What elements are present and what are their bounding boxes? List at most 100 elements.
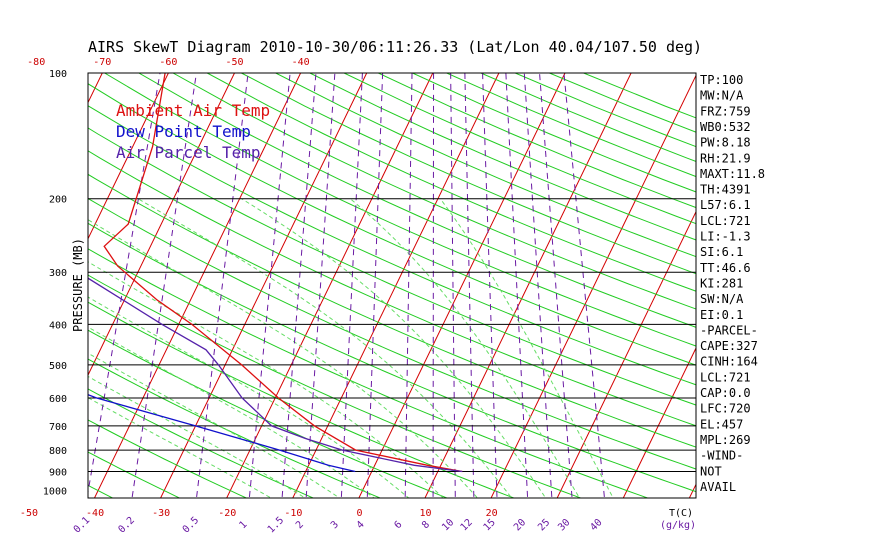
mixing-ratio-line: [523, 73, 553, 498]
stat-item: LI:-1.3: [700, 230, 751, 244]
stat-item: MPL:269: [700, 433, 751, 447]
stat-item: LCL:721: [700, 214, 751, 228]
legend-entry: Dew Point Temp: [116, 122, 251, 141]
moist-adiabat-line: [88, 375, 307, 498]
mixing-ratio-line: [305, 73, 336, 498]
mixing-ratio-tick-label: 1: [237, 519, 249, 531]
bottom-temp-tick-label: -50: [20, 508, 38, 519]
stat-item: CINH:164: [700, 355, 758, 369]
top-temp-tick-label: -60: [159, 57, 177, 68]
moist-adiabat-line: [439, 198, 614, 498]
legend-entry: Air Parcel Temp: [116, 143, 261, 162]
mixing-ratio-line: [366, 73, 384, 498]
bottom-temp-tick-label: -40: [86, 508, 104, 519]
stat-item: TT:46.6: [700, 261, 751, 275]
pressure-tick-label: 300: [49, 268, 67, 279]
mixing-ratio-tick-label: 30: [556, 517, 572, 533]
stat-item: -WIND-: [700, 449, 743, 463]
mixing-ratio-tick-label: 10: [440, 517, 456, 533]
pressure-tick-label: 900: [49, 467, 67, 478]
pressure-tick-label: 800: [49, 446, 67, 457]
bottom-temp-tick-label: 10: [420, 508, 432, 519]
top-temp-tick-label: -50: [225, 57, 243, 68]
ambient-temp-line: [103, 73, 463, 473]
stat-item: CAP:0.0: [700, 386, 751, 400]
mixing-ratio-tick-label: 15: [482, 517, 498, 533]
dry-adiabat-line: [241, 73, 696, 275]
pressure-tick-label: 400: [49, 320, 67, 331]
isotherm-line: [751, 73, 870, 508]
isotherm-line: [88, 73, 235, 377]
stat-item: TH:4391: [700, 183, 751, 197]
mixing-ratio-line: [88, 73, 161, 495]
stat-item: MAXT:11.8: [700, 167, 765, 181]
isotherm-line: [88, 73, 169, 240]
mixing-ratio-tick-label: 3: [329, 519, 341, 531]
moist-adiabat-line: [349, 198, 581, 498]
bottom-temp-tick-label: 20: [486, 508, 498, 519]
stat-item: FRZ:759: [700, 104, 751, 118]
mixing-ratio-line: [281, 73, 317, 498]
mixing-ratio-tick-label: 4: [355, 519, 367, 531]
stat-item: -PARCEL-: [700, 323, 758, 337]
dry-adiabat-line: [172, 73, 696, 310]
plot-frame: [87, 72, 697, 499]
isotherm-line: [226, 73, 434, 498]
stat-item: LFC:720: [700, 402, 751, 416]
mixing-ratio-unit-label: (g/kg): [660, 520, 696, 531]
mixing-ratio-tick-label: 8: [420, 519, 432, 531]
isotherm-line: [556, 210, 696, 498]
stat-item: TP:100: [700, 73, 743, 87]
stat-item: CAPE:327: [700, 339, 758, 353]
pressure-tick-label: 700: [49, 422, 67, 433]
mixing-ratio-tick-label: 20: [512, 517, 528, 533]
mixing-ratio-line: [131, 73, 197, 498]
stat-item: RH:21.9: [700, 151, 751, 165]
stat-item: EI:0.1: [700, 308, 743, 322]
stat-item: SW:N/A: [700, 292, 744, 306]
moist-adiabat-line: [88, 352, 341, 498]
stat-item: WB0:532: [700, 120, 751, 134]
pressure-tick-label: 1000: [43, 487, 67, 498]
dry-adiabat-line: [275, 73, 696, 258]
mixing-ratio-line: [195, 73, 249, 498]
moist-adiabat-line: [137, 198, 513, 498]
stat-item: PW:8.18: [700, 136, 751, 150]
bottom-temp-tick-label: -10: [284, 508, 302, 519]
dry-adiabat-line: [88, 105, 696, 386]
temp-unit-label: T(C): [669, 508, 693, 519]
mixing-ratio-tick-label: 0.5: [181, 515, 202, 536]
pressure-tick-label: 600: [49, 394, 67, 405]
mixing-ratio-line: [505, 73, 529, 498]
bottom-temp-tick-label: -20: [218, 508, 236, 519]
dry-adiabat-line: [88, 419, 248, 498]
dry-adiabat-line: [88, 484, 114, 498]
stat-item: NOT: [700, 464, 722, 478]
mixing-ratio-tick-label: 2: [294, 519, 306, 531]
dry-adiabat-line: [480, 73, 696, 162]
dry-adiabat-line: [138, 73, 696, 328]
moist-adiabat-line: [88, 397, 273, 498]
top-temp-tick-label: -80: [27, 57, 45, 68]
moist-adiabat-line: [88, 296, 410, 498]
dry-adiabat-line: [104, 73, 696, 347]
moist-adiabat-line: [88, 219, 479, 498]
isotherm-line: [358, 73, 566, 498]
stat-item: AVAIL: [700, 480, 736, 494]
isotherm-line: [93, 73, 302, 498]
parcel-temp-line: [88, 277, 463, 473]
mixing-ratio-tick-label: 0.2: [116, 515, 137, 536]
mixing-ratio-line: [539, 73, 573, 498]
moist-adiabat-line: [88, 326, 375, 498]
isotherm-line: [490, 74, 696, 498]
mixing-ratio-tick-label: 6: [392, 519, 404, 531]
dew-point-line: [88, 393, 356, 473]
bottom-temp-tick-label: 0: [356, 508, 362, 519]
mixing-ratio-line: [563, 73, 605, 498]
moist-adiabat-line: [88, 261, 444, 498]
isotherm-line: [424, 73, 632, 498]
stat-item: MW:N/A: [700, 89, 744, 103]
dry-adiabat-line: [88, 83, 696, 366]
chart-title: AIRS SkewT Diagram 2010-10-30/06:11:26.3…: [88, 38, 702, 56]
dry-adiabat-line: [206, 73, 696, 292]
